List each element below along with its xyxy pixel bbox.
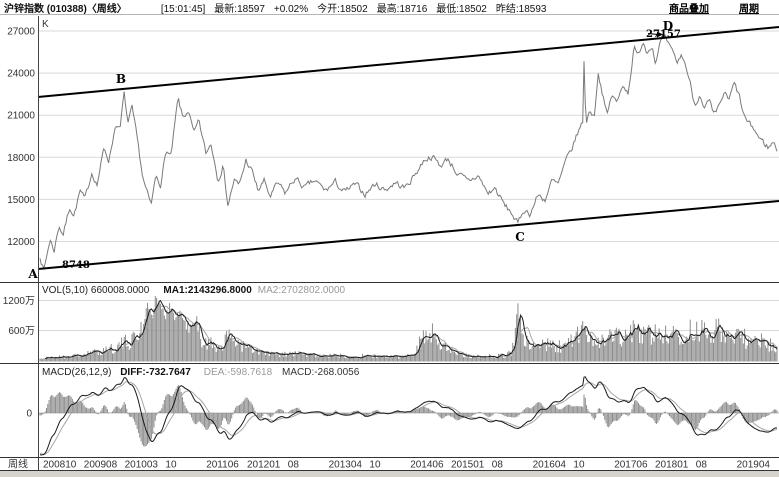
quote-header: 沪锌指数 (010388)〈周线〉 [15:01:45] 最新:18597 +0.0… [0, 0, 779, 15]
time-axis-label: 10 [369, 460, 381, 471]
time-axis-label: 201501 [451, 460, 485, 471]
time-axis-label: 201801 [655, 460, 689, 471]
macd-indicator-label: MACD:-268.0056 [282, 367, 360, 378]
annotation-D: D [663, 19, 673, 33]
price-axis-label: 21000 [7, 111, 35, 122]
volume-indicator-label: MA1:2143296.8000 [163, 285, 252, 296]
quote-field: 最高:18716 [376, 3, 428, 15]
instrument-title: 沪锌指数 (010388)〈周线〉 [4, 3, 127, 15]
time-axis-label: 201604 [533, 460, 567, 471]
commodity-overlay-link[interactable]: 商品叠加 [669, 3, 709, 15]
quote-field: 最低:18502 [436, 3, 487, 15]
quote-field: [15:01:45] [160, 3, 206, 15]
volume-ma1-line [45, 299, 778, 360]
volume-indicator-label: VOL(5,10) 660008.0000 [42, 285, 150, 296]
header-links: 商品叠加 周期 [669, 0, 779, 15]
time-axis-label: 08 [696, 460, 708, 471]
time-axis-label: 08 [288, 460, 300, 471]
price-axis-label: 15000 [7, 195, 35, 206]
macd-axis-label: 0 [26, 409, 32, 420]
upper-trendline [37, 26, 779, 98]
quote-field: +0.02% [273, 3, 309, 15]
time-axis-label: 10 [573, 460, 585, 471]
window-bottom-strip [0, 471, 779, 477]
high-arrow [647, 33, 659, 35]
macd-diff-line [39, 376, 778, 456]
volume-axis-label: 600万 [8, 326, 35, 337]
time-axis-label: 201406 [410, 460, 444, 471]
price-line [39, 33, 778, 271]
volume-bars [39, 296, 778, 362]
macd-indicator-label: MACD(26,12,9) [42, 367, 111, 378]
time-axis-label: 201106 [206, 460, 239, 471]
period-label: 周线 [8, 458, 28, 471]
annotation-low: 8748 [62, 260, 90, 271]
lower-trendline [37, 200, 779, 270]
macd-panel: 0 MACD(26,12,9) DIFF:-732.7647 DEA:-598.761… [26, 367, 779, 456]
high-arrowhead [657, 31, 663, 38]
time-axis: 周线 200810 200908 201003 10 201106 201201 08 2013… [8, 458, 770, 471]
time-axis-label: 08 [492, 460, 504, 471]
macd-indicator-label: DIFF:-732.7647 [120, 367, 191, 378]
kline-indicator-label: K [42, 19, 49, 30]
price-axis-label: 12000 [7, 237, 35, 248]
volume-panel: 1200万 600万 VOL(5,10) 660008.0000 MA1:214329… [3, 285, 779, 362]
time-axis-label: 200908 [84, 460, 118, 471]
quote-field: 今开:18502 [317, 3, 368, 15]
annotation-B: B [116, 72, 126, 86]
macd-indicator-label: DEA:-598.7618 [204, 367, 273, 378]
time-axis-label: 201904 [737, 460, 771, 471]
annotation-C: C [515, 230, 525, 244]
time-axis-label: 201201 [247, 460, 281, 471]
annotation-A: A [27, 267, 38, 281]
time-axis-label: 200810 [43, 460, 77, 471]
price-axis-label: 27000 [7, 27, 35, 38]
time-axis-label: 10 [165, 460, 177, 471]
price-panel: K A B C D 8748 27157 [27, 19, 779, 281]
price-axis-label: 18000 [7, 153, 35, 164]
annotation-high: 27157 [646, 29, 681, 40]
volume-indicator-label: MA2:2702802.0000 [258, 285, 346, 296]
time-axis-label: 201003 [125, 460, 159, 471]
time-axis-label: 201304 [329, 460, 363, 471]
period-link[interactable]: 周期 [739, 3, 759, 15]
quote-row: [15:01:45] 最新:18597 +0.02% 今开:18502 最高:18716… [161, 0, 556, 15]
time-axis-label: 201706 [614, 460, 648, 471]
quote-field: 昨结:18593 [495, 3, 547, 15]
price-axis-label: 24000 [7, 69, 35, 80]
price-grid: 27000 24000 21000 18000 15000 12000 [7, 27, 779, 248]
chart-frame [0, 16, 779, 477]
quote-field: 最新:18597 [214, 3, 265, 15]
macd-histogram [39, 385, 778, 447]
volume-axis-label: 1200万 [3, 296, 35, 307]
